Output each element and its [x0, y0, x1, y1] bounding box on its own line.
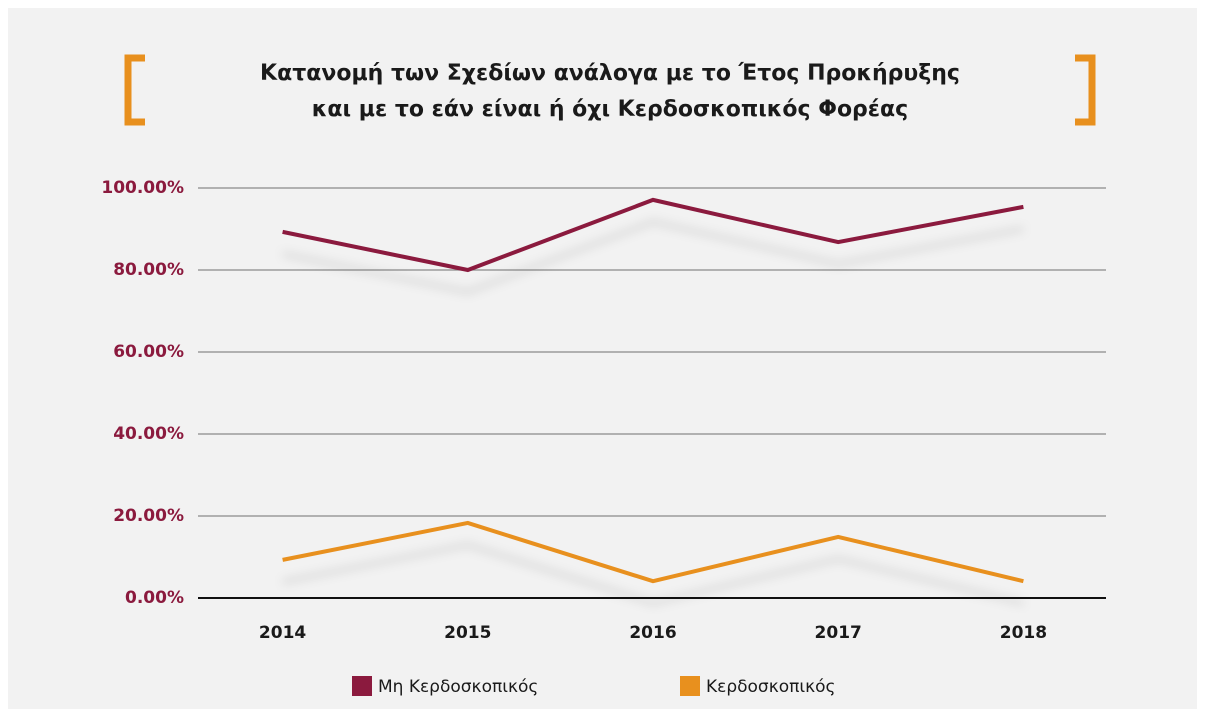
panel	[8, 8, 1197, 709]
x-tick-label: 2018	[1000, 623, 1047, 643]
chart-title: και με το εάν είναι ή όχι Κερδοσκοπικός …	[312, 97, 908, 122]
legend-label: Μη Κερδοσκοπικός	[378, 677, 538, 697]
legend-swatch	[352, 676, 372, 696]
x-tick-label: 2014	[259, 623, 306, 643]
y-tick-label: 100.00%	[101, 178, 184, 198]
y-tick-label: 40.00%	[113, 424, 184, 444]
y-tick-label: 60.00%	[113, 342, 184, 362]
legend-swatch	[680, 676, 700, 696]
x-tick-label: 2015	[444, 623, 491, 643]
bracket-left	[124, 54, 145, 126]
series-line	[282, 520, 1024, 584]
y-tick-label: 0.00%	[125, 588, 184, 608]
x-tick-label: 2017	[815, 623, 862, 643]
bracket-right	[1075, 54, 1096, 126]
x-tick-label: 2016	[629, 623, 676, 643]
legend-label: Κερδοσκοπικός	[706, 677, 836, 697]
y-tick-label: 20.00%	[113, 506, 184, 526]
series-line	[282, 197, 1024, 273]
y-tick-label: 80.00%	[113, 260, 184, 280]
chart-title: Κατανομή των Σχεδίων ανάλογα με το Έτος …	[260, 61, 960, 86]
